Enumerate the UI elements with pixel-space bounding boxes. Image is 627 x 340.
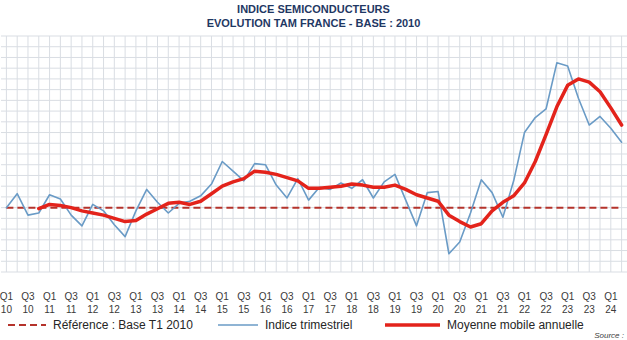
y-grid-line: [1, 261, 627, 262]
series-line: [6, 63, 621, 254]
x-tick-label: Q321: [496, 291, 510, 315]
legend-swatch: [218, 324, 258, 326]
chart-svg: INDICE SEMICONDUCTEURS EVOLUTION TAM FRAN…: [0, 0, 627, 340]
x-tick-label: Q110: [0, 291, 14, 315]
x-tick-label: Q312: [108, 291, 122, 315]
y-grid-line: [1, 78, 627, 79]
legend-label: Moyenne mobile annuelle: [447, 318, 584, 332]
grid: [1, 36, 627, 272]
x-tick-label: Q310: [21, 291, 35, 315]
x-tick-label: Q111: [43, 291, 57, 315]
y-grid-line: [1, 100, 627, 101]
x-tick-label: Q316: [280, 291, 294, 315]
y-grid-line: [1, 218, 627, 219]
x-tick-label: Q315: [237, 291, 251, 315]
x-tick-label: Q117: [302, 291, 316, 315]
x-tick-label: Q319: [410, 291, 424, 315]
y-grid-line: [1, 175, 627, 176]
x-tick-label: Q113: [129, 291, 143, 315]
x-tick-label: Q322: [539, 291, 553, 315]
y-grid-line: [1, 36, 627, 37]
subtitle: EVOLUTION TAM FRANCE - BASE : 2010: [207, 17, 421, 29]
y-grid-line: [1, 196, 627, 197]
x-tick-label: Q317: [324, 291, 338, 315]
x-tick-label: Q311: [64, 291, 78, 315]
source: Source :: [594, 331, 624, 340]
x-tick-label: Q118: [345, 291, 359, 315]
y-grid-line: [1, 272, 627, 273]
x-tick-label: Q121: [475, 291, 489, 315]
y-grid-line: [1, 250, 627, 251]
y-grid-line: [1, 46, 627, 47]
y-grid-line: [1, 132, 627, 133]
x-tick-label: Q120: [431, 291, 445, 315]
x-tick-label: Q314: [194, 291, 208, 315]
y-grid-line: [1, 154, 627, 155]
x-tick-label: Q114: [172, 291, 186, 315]
y-grid-line: [1, 111, 627, 112]
x-tick-label: Q313: [151, 291, 165, 315]
chart-container: INDICE SEMICONDUCTEURS EVOLUTION TAM FRAN…: [0, 0, 627, 340]
x-tick-label: Q112: [86, 291, 100, 315]
legend-label: Référence : Base T1 2010: [53, 318, 193, 332]
y-grid-line: [1, 186, 627, 187]
x-tick-label: Q116: [259, 291, 273, 315]
series-line: [39, 79, 622, 227]
x-tick-label: Q323: [583, 291, 597, 315]
title: INDICE SEMICONDUCTEURS: [237, 3, 390, 15]
y-grid-line: [1, 143, 627, 144]
y-grid-line: [1, 229, 627, 230]
x-tick-label: Q124: [604, 291, 618, 315]
y-grid-line: [1, 68, 627, 69]
x-tick-label: Q119: [388, 291, 402, 315]
x-tick-label: Q115: [216, 291, 230, 315]
legend: Référence : Base T1 2010 Indice trimestri…: [8, 318, 584, 332]
legend-swatch: [385, 323, 440, 327]
y-grid-line: [1, 207, 627, 208]
x-tick-label: Q320: [453, 291, 467, 315]
x-tick-label: Q123: [561, 291, 575, 315]
x-tick-label: Q318: [367, 291, 381, 315]
legend-label: Indice trimestriel: [265, 318, 352, 332]
y-grid-line: [1, 57, 627, 58]
y-grid-line: [1, 239, 627, 240]
legend-swatch: [8, 324, 46, 326]
y-grid-line: [1, 89, 627, 90]
plot-area: [6, 63, 621, 254]
x-tick-label: Q122: [518, 291, 532, 315]
